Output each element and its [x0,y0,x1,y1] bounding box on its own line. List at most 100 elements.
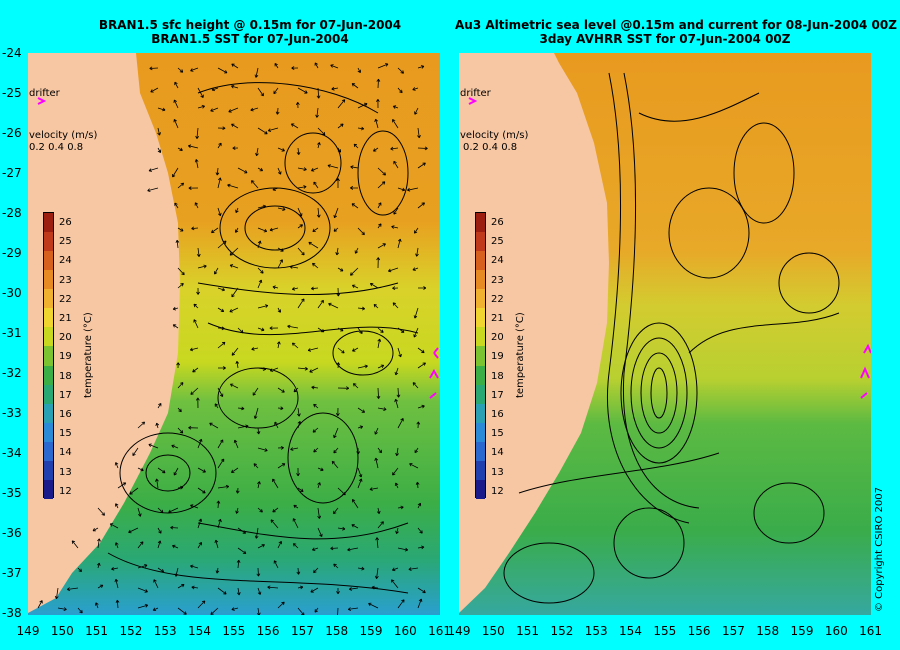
velocity-value-2-right: 0.8 [501,142,518,153]
x-tick-label-left: 153 [153,624,177,638]
colorbar-tick: 24 [59,255,72,267]
x-tick-label-right: 149 [447,624,471,638]
x-tick-label-right: 155 [653,624,677,638]
x-tick-label-left: 156 [256,624,280,638]
x-tick-label-right: 160 [824,624,848,638]
left-title: BRAN1.5 sfc height @ 0.15m for 07-Jun-20… [40,18,460,46]
right-title: Au3 Altimetric sea level @0.15m and curr… [455,18,897,46]
x-tick-label-left: 158 [325,624,349,638]
y-tick-label: -28 [2,206,22,220]
velocity-value-0: 0.2 [29,142,45,153]
colorbar-tick: 21 [491,313,504,324]
y-tick-label: -37 [2,566,22,580]
y-tick-label: -26 [2,126,22,140]
x-tick-label-right: 159 [790,624,814,638]
x-tick-label-left: 150 [50,624,74,638]
left-map [28,53,440,615]
colorbar-tick: 17 [59,389,72,401]
y-tick-label: -35 [2,486,22,500]
x-tick-label-right: 158 [756,624,780,638]
y-tick-label: -24 [2,46,22,60]
colorbar-tick: 24 [491,255,504,267]
colorbar-tick: 18 [491,370,504,382]
y-tick-label: -25 [2,86,22,100]
colorbar-tick: 26 [491,217,504,228]
y-tick-label: -38 [2,606,22,620]
colorbar-tick: 14 [491,447,504,459]
colorbar-tick: 12 [491,485,504,497]
x-tick-label-right: 150 [481,624,505,638]
x-tick-label-left: 155 [222,624,246,638]
land-right [459,53,609,613]
velocity-label-right: velocity (m/s) [460,130,529,141]
colorbar-left [43,212,54,499]
velocity-value-1: 0.4 [48,142,64,153]
y-tick-label: -29 [2,246,22,260]
x-tick-label-right: 161 [859,624,883,638]
x-tick-label-left: 149 [16,624,40,638]
x-tick-label-left: 151 [85,624,109,638]
left-title-line2: BRAN1.5 SST for 07-Jun-2004 [151,32,349,46]
colorbar-tick: 16 [59,409,72,420]
colorbar-tick: 12 [59,485,72,497]
y-tick-label: -27 [2,166,22,180]
colorbar-tick: 23 [59,274,72,286]
colorbar-tick: 13 [59,466,72,478]
x-tick-label-left: 161 [428,624,452,638]
x-tick-label-right: 153 [584,624,608,638]
x-tick-label-right: 156 [687,624,711,638]
colorbar-tick: 25 [59,236,72,248]
left-title-line1: BRAN1.5 sfc height @ 0.15m for 07-Jun-20… [98,18,402,32]
copyright: © Copyright CSIRO 2007 [874,487,885,612]
land-left [28,53,180,613]
y-tick-label: -31 [2,326,22,340]
velocity-value-1-right: 0.4 [482,142,498,153]
velocity-value-0-right: 0.2 [463,142,479,153]
colorbar-title: temperature (°C) [515,312,526,398]
colorbar-tick: 19 [59,351,72,363]
drifter-label-left: drifter [29,88,60,99]
velocity-value-2: 0.8 [67,142,84,153]
drifter-label-right: drifter [460,88,491,99]
x-tick-label-right: 151 [516,624,540,638]
colorbar-title: temperature (°C) [83,312,94,398]
colorbar-tick: 18 [59,370,72,382]
colorbar-tick: 15 [59,428,72,440]
colorbar-tick: 17 [491,389,504,401]
colorbar-tick: 16 [491,409,504,420]
colorbar-tick: 26 [59,217,72,228]
colorbar-tick: 15 [491,428,504,440]
colorbar-tick: 22 [491,293,504,305]
x-tick-label-left: 157 [290,624,314,638]
y-tick-label: -32 [2,366,22,380]
x-tick-label-left: 152 [119,624,143,638]
left-map-canvas [28,53,440,615]
colorbar-tick: 20 [59,332,72,344]
colorbar-tick: 13 [491,466,504,478]
y-tick-label: -36 [2,526,22,540]
right-title-line2: 3day AVHRR SST for 07-Jun-2004 00Z [539,32,791,46]
colorbar-right [475,212,486,499]
colorbar-tick: 19 [491,351,504,363]
colorbar-tick: 23 [491,274,504,286]
colorbar-tick: 14 [59,447,72,459]
colorbar-tick: 20 [491,332,504,344]
colorbar-tick: 22 [59,293,72,305]
right-map-canvas [459,53,871,615]
right-title-line1: Au3 Altimetric sea level @0.15m and curr… [455,18,897,32]
x-tick-label-right: 154 [619,624,642,638]
x-tick-label-left: 154 [188,624,211,638]
velocity-label-left: velocity (m/s) [29,130,98,141]
x-tick-label-left: 159 [359,624,383,638]
x-tick-label-left: 160 [393,624,417,638]
right-map [459,53,871,615]
velocity-values-left: 0.2 0.4 0.8 [29,142,83,153]
x-tick-label-right: 152 [550,624,574,638]
x-tick-label-right: 157 [721,624,745,638]
y-tick-label: -34 [2,446,22,460]
y-tick-label: -33 [2,406,22,420]
velocity-values-right: 0.2 0.4 0.8 [463,142,517,153]
colorbar-tick: 21 [59,313,72,324]
y-tick-label: -30 [2,286,22,300]
colorbar-tick: 25 [491,236,504,248]
